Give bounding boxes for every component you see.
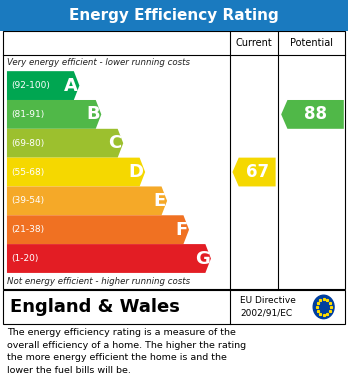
Text: (1-20): (1-20)	[11, 254, 39, 263]
Text: (55-68): (55-68)	[11, 167, 45, 177]
Polygon shape	[232, 158, 276, 187]
Text: E: E	[153, 192, 166, 210]
Polygon shape	[7, 129, 123, 158]
Circle shape	[313, 295, 334, 319]
Text: B: B	[86, 106, 100, 124]
Text: D: D	[129, 163, 144, 181]
Text: 67: 67	[246, 163, 269, 181]
Text: Not energy efficient - higher running costs: Not energy efficient - higher running co…	[7, 276, 190, 286]
Polygon shape	[7, 71, 79, 100]
Text: The energy efficiency rating is a measure of the
overall efficiency of a home. T: The energy efficiency rating is a measur…	[7, 328, 246, 375]
Polygon shape	[7, 244, 211, 273]
Text: (21-38): (21-38)	[11, 225, 44, 234]
Text: England & Wales: England & Wales	[10, 298, 180, 316]
Polygon shape	[7, 215, 189, 244]
Bar	[0, 0, 348, 31]
Text: EU Directive
2002/91/EC: EU Directive 2002/91/EC	[240, 296, 296, 317]
Text: F: F	[175, 221, 188, 239]
Bar	[3, 31, 345, 289]
Polygon shape	[7, 158, 145, 187]
Text: Potential: Potential	[290, 38, 333, 48]
Text: (81-91): (81-91)	[11, 110, 45, 119]
Text: 88: 88	[304, 106, 327, 124]
Text: C: C	[109, 134, 122, 152]
Polygon shape	[281, 100, 344, 129]
Text: (39-54): (39-54)	[11, 196, 44, 205]
Text: G: G	[195, 249, 209, 267]
Polygon shape	[7, 100, 101, 129]
Text: (69-80): (69-80)	[11, 139, 45, 148]
Polygon shape	[7, 187, 167, 215]
Bar	[3, 290, 345, 324]
Text: (92-100): (92-100)	[11, 81, 50, 90]
Text: Very energy efficient - lower running costs: Very energy efficient - lower running co…	[7, 58, 190, 68]
Text: Energy Efficiency Rating: Energy Efficiency Rating	[69, 8, 279, 23]
Text: Current: Current	[236, 38, 272, 48]
Text: A: A	[64, 77, 78, 95]
